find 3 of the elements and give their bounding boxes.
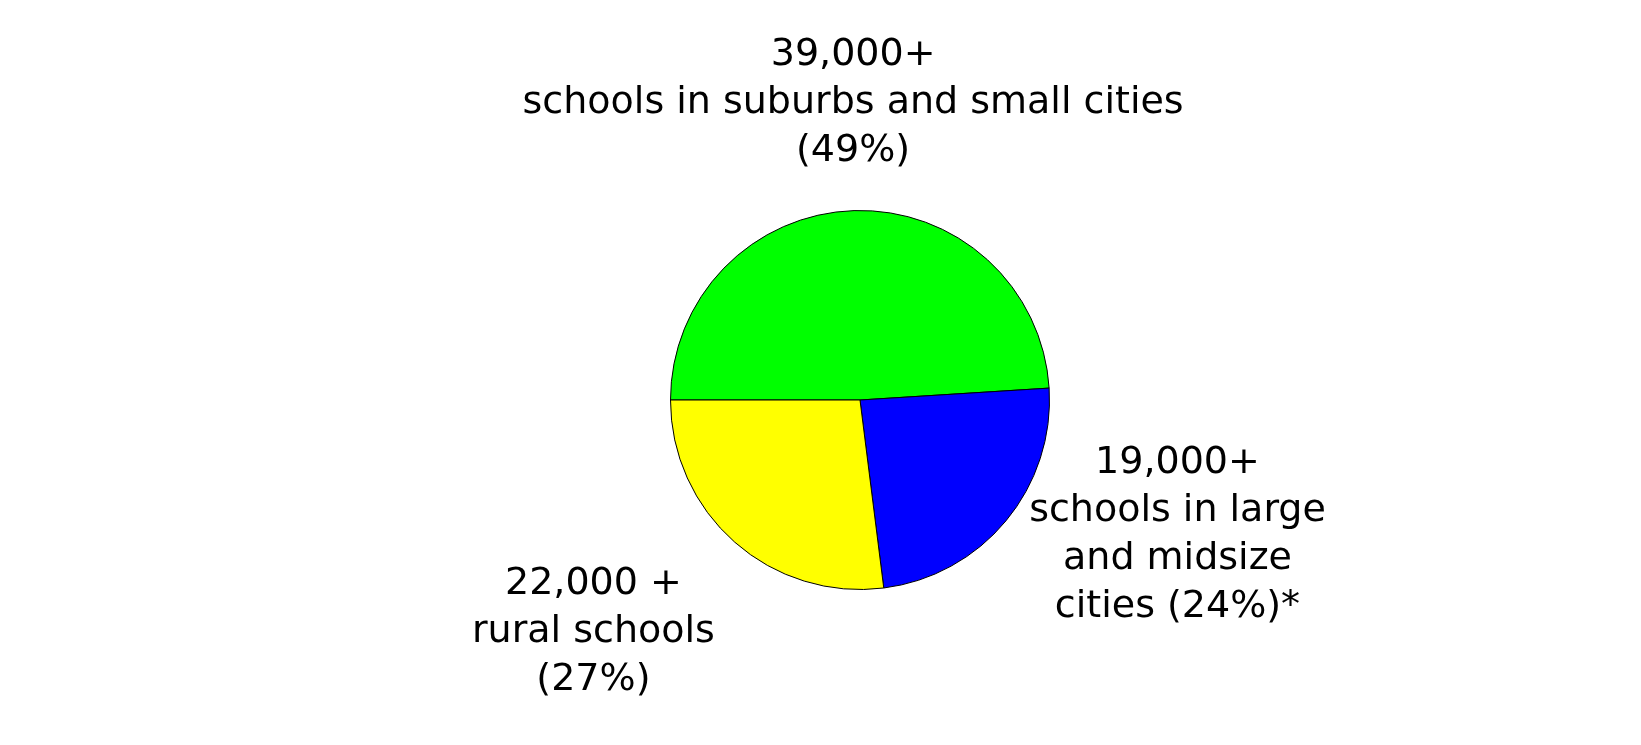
slice-label: 39,000+ schools in suburbs and small cities (49%)	[522, 30, 1184, 171]
slice-label: 19,000+ schools in large and midsize cities (24%)*	[1029, 437, 1326, 626]
slice-label: 22,000 + rural schools (27%)	[471, 558, 715, 699]
